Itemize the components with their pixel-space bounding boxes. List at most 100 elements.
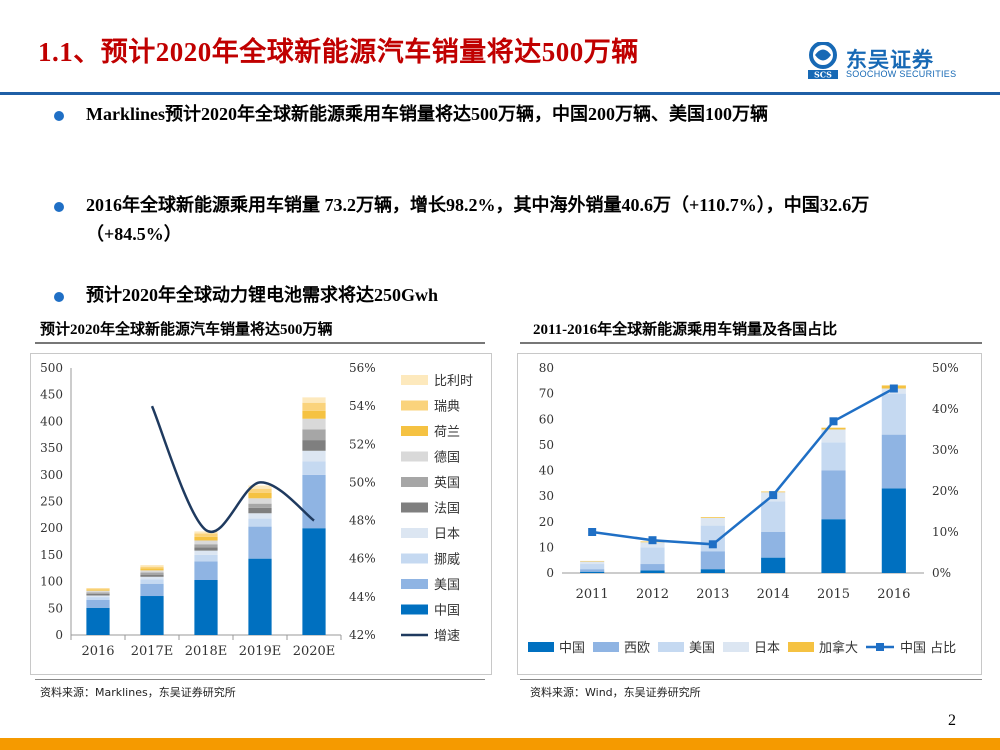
legend-label: 德国 (434, 451, 460, 466)
right-chart: 0 10 20 30 40 50 60 70 80 0% 10% 20% 30% 40% 50% 2011 20… (528, 361, 959, 656)
bar-segment (140, 565, 164, 567)
bar-segment (86, 588, 110, 590)
left-chart-title-rule (35, 342, 485, 344)
y2-tick-label: 10% (932, 525, 959, 539)
legend-label: 增速 (434, 629, 460, 644)
left-chart: 0 50 100 150 200 250 300 350 400 450 500 42% 44% 46% 4… (40, 361, 473, 659)
bar-segment (302, 440, 326, 451)
legend-label: 美国 (689, 641, 715, 656)
page-number: 2 (948, 712, 956, 729)
bar-segment (86, 607, 110, 635)
bar-segment (881, 488, 906, 573)
y-tick-label: 30 (539, 489, 554, 503)
x-tick-label: 2015 (817, 587, 850, 602)
right-source-rule (520, 679, 982, 680)
bullet-dot-icon (54, 111, 64, 121)
bullet-3: 预计2020年全球动力锂电池需求将达250Gwh (86, 285, 439, 305)
y-tick-label: 80 (539, 361, 554, 375)
bar-segment (86, 595, 110, 598)
y-tick-label: 0 (546, 566, 554, 580)
header-divider (0, 92, 1000, 95)
left-source: 资料来源：Marklines，东吴证券研究所 (40, 686, 236, 699)
y-tick-label: 10 (539, 540, 554, 554)
bar-segment (86, 589, 110, 591)
bar-segment (248, 485, 272, 489)
y2-tick-label: 48% (349, 514, 376, 528)
bar-segment (821, 519, 846, 573)
bar-segment (248, 498, 272, 504)
y2-tick-label: 0% (932, 566, 951, 580)
line-marker (708, 540, 717, 549)
legend-swatch (401, 451, 428, 462)
bar-segment (248, 513, 272, 519)
bar-segment (86, 593, 110, 596)
legend-swatch (658, 642, 684, 652)
bar-segment (248, 503, 272, 508)
bar-segment (580, 564, 605, 570)
legend-label: 比利时 (434, 374, 473, 389)
bar-segment (580, 561, 605, 565)
legend-label: 日本 (754, 641, 780, 656)
x-tick-label: 2018E (185, 644, 228, 659)
bar-segment (194, 540, 218, 545)
logo-mark-text: SCS (814, 70, 832, 80)
bar-segment (194, 533, 218, 537)
y-tick-label: 50 (539, 438, 554, 452)
legend-label: 西欧 (624, 641, 650, 656)
x-tick-label: 2011 (576, 587, 609, 602)
legend-label: 中国 (434, 604, 460, 619)
bar-segment (761, 557, 786, 573)
bar-segment (140, 574, 164, 577)
bar-segment (700, 517, 725, 518)
y2-tick-label: 50% (932, 361, 959, 375)
bar-segment (248, 507, 272, 514)
y2-tick-label: 50% (349, 475, 376, 489)
series-line (150, 405, 315, 534)
right-chart-title-rule (520, 342, 982, 344)
x-tick-label: 2016 (877, 587, 910, 602)
x-tick-label: 2019E (239, 644, 282, 659)
bar-segment (302, 410, 326, 419)
bullet-dot-icon (54, 292, 64, 302)
bar-segment (86, 599, 110, 608)
y2-tick-label: 40% (932, 402, 959, 416)
bar-segment (302, 429, 326, 441)
legend-label: 中国 (559, 641, 585, 656)
y2-tick-label: 52% (349, 437, 376, 451)
bar-segment (194, 544, 218, 548)
legend-line-marker (876, 643, 884, 651)
y-tick-label: 450 (40, 388, 63, 402)
logo-chinese-name: 东吴证券 (846, 48, 934, 72)
legend-swatch (401, 553, 428, 564)
bar-segment (640, 542, 665, 548)
line-marker (769, 491, 778, 500)
legend-swatch (401, 528, 428, 538)
y-tick-label: 250 (40, 495, 63, 509)
y-tick-label: 60 (539, 412, 554, 426)
bar-segment (194, 561, 218, 580)
legend-label: 中国 占比 (900, 641, 956, 656)
bar-segment (140, 583, 164, 597)
x-tick-label: 2017E (131, 644, 174, 659)
x-tick-label: 2016 (81, 644, 114, 659)
bar-segment (640, 547, 665, 565)
legend-label: 荷兰 (434, 425, 460, 440)
bar-segment (700, 517, 725, 526)
y-tick-label: 70 (539, 387, 554, 401)
left-source-rule (35, 679, 485, 680)
legend-label: 瑞典 (434, 400, 460, 415)
bar-segment (881, 434, 906, 489)
bar-segment (761, 532, 786, 558)
legend-swatch (723, 642, 749, 652)
bar-segment (580, 569, 605, 572)
bar-segment (140, 570, 164, 573)
bar-segment (248, 518, 272, 527)
y2-tick-label: 46% (349, 552, 376, 566)
bar-segment (248, 488, 272, 493)
bar-segment (86, 597, 110, 600)
line-marker (889, 384, 898, 393)
bar-segment (821, 470, 846, 520)
legend-swatch (401, 579, 428, 589)
brand-logo: SCS 东吴证券 SOOCHOW SECURITIES (806, 42, 966, 84)
bar-segment (640, 570, 665, 573)
